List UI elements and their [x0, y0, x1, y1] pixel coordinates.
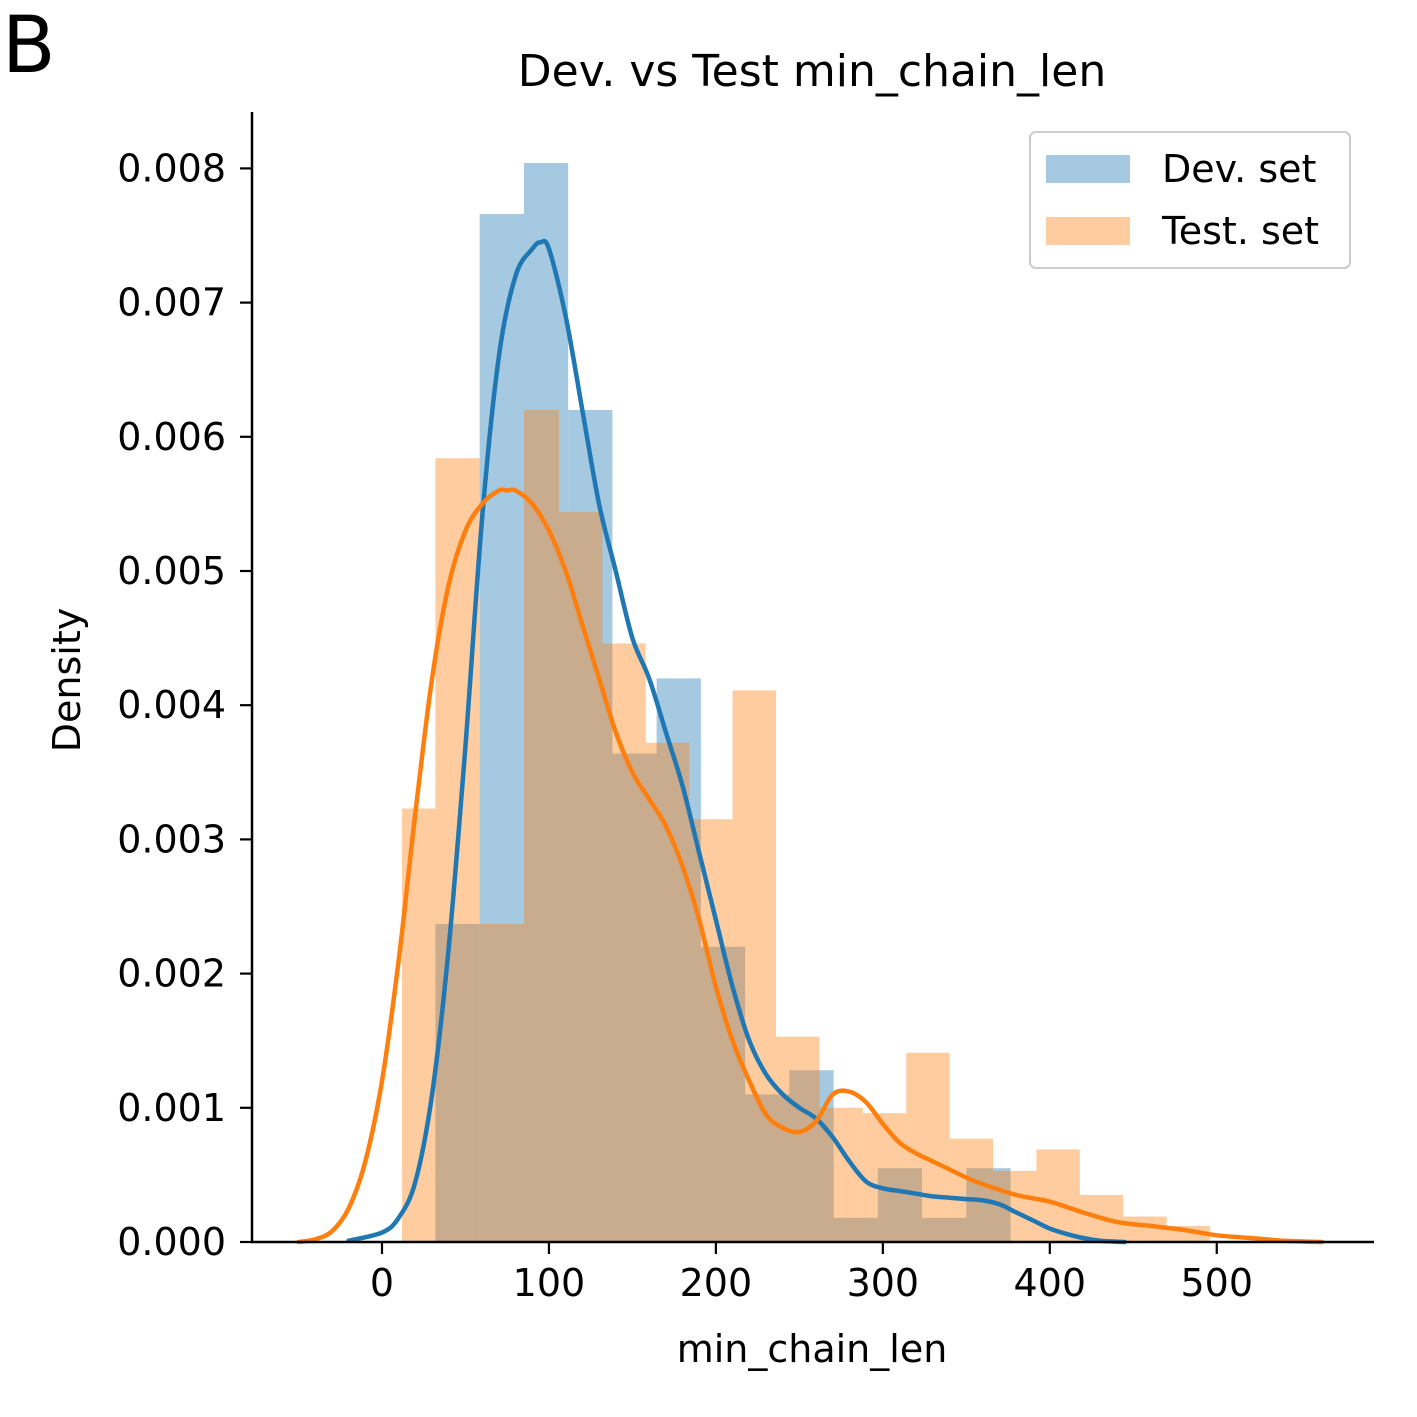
dev-set-bar-8 [789, 1070, 834, 1242]
x-tick-label: 300 [847, 1261, 920, 1305]
dev-set-bar-4 [612, 753, 657, 1242]
y-axis-label: Density [45, 608, 89, 752]
x-ticks: 0 100 200 300 400 500 [370, 1242, 1253, 1305]
x-tick-label: 100 [513, 1261, 586, 1305]
dev-set-bar-10 [877, 1168, 923, 1242]
x-tick-label: 400 [1014, 1261, 1087, 1305]
x-axis-label: min_chain_len [677, 1327, 948, 1371]
legend-frame [1029, 131, 1351, 269]
y-tick-label: 0.004 [117, 683, 226, 727]
test-set-kde-line [296, 487, 1325, 1245]
y-tick-label: 0.007 [117, 281, 226, 325]
y-tick-label: 0.002 [117, 952, 226, 996]
y-ticks: 0.000 0.001 0.002 0.003 0.004 0.005 0.006 0.007… [117, 146, 252, 1264]
dev-set-bar-3 [568, 409, 613, 1243]
test-set-bar-11 [862, 1113, 907, 1242]
test-set-bar-4 [558, 511, 603, 1242]
x-tick-label: 200 [680, 1261, 753, 1305]
y-tick-label: 0.000 [117, 1220, 226, 1264]
dev-set-bar-6 [700, 946, 746, 1242]
y-tick-label: 0.001 [117, 1086, 226, 1130]
chart-title: Dev. vs Test min_chain_len [518, 46, 1106, 97]
dev-set-bar-0 [435, 923, 480, 1242]
dev-set-bar-9 [833, 1217, 878, 1242]
panel-label: B [2, 1, 56, 91]
test-set-bar-12 [906, 1052, 950, 1242]
legend-label-dev: Dev. set [1162, 147, 1316, 191]
y-tick-label: 0.003 [117, 817, 226, 861]
test-set-bar-2 [479, 923, 524, 1242]
test-set-bar-5 [602, 643, 646, 1242]
y-tick-label: 0.008 [117, 146, 226, 190]
legend-label-test: Test. set [1161, 209, 1319, 253]
x-tick-label: 500 [1180, 1261, 1253, 1305]
test-set-bar-7 [689, 819, 733, 1242]
x-tick-label: 0 [370, 1261, 394, 1305]
dev-set-kde-line [346, 238, 1128, 1245]
test-set-bar-15 [1036, 1149, 1080, 1242]
test-set-bar-8 [732, 690, 777, 1242]
plot-area [296, 163, 1325, 1245]
test-set-bar-6 [645, 742, 690, 1242]
dev-set-bar-2 [523, 163, 569, 1243]
dev-set-bar-1 [479, 214, 524, 1243]
y-tick-label: 0.006 [117, 415, 226, 459]
test-set-bar-9 [776, 1036, 820, 1242]
legend-swatch-test [1046, 217, 1130, 245]
dev-set-histogram [435, 163, 1011, 1243]
y-tick-label: 0.005 [117, 549, 226, 593]
legend: Dev. set Test. set [1029, 131, 1351, 269]
dev-set-bar-11 [922, 1217, 967, 1242]
legend-swatch-dev [1046, 155, 1130, 183]
test-set-bar-3 [523, 409, 559, 1243]
test-set-bar-13 [949, 1138, 994, 1242]
